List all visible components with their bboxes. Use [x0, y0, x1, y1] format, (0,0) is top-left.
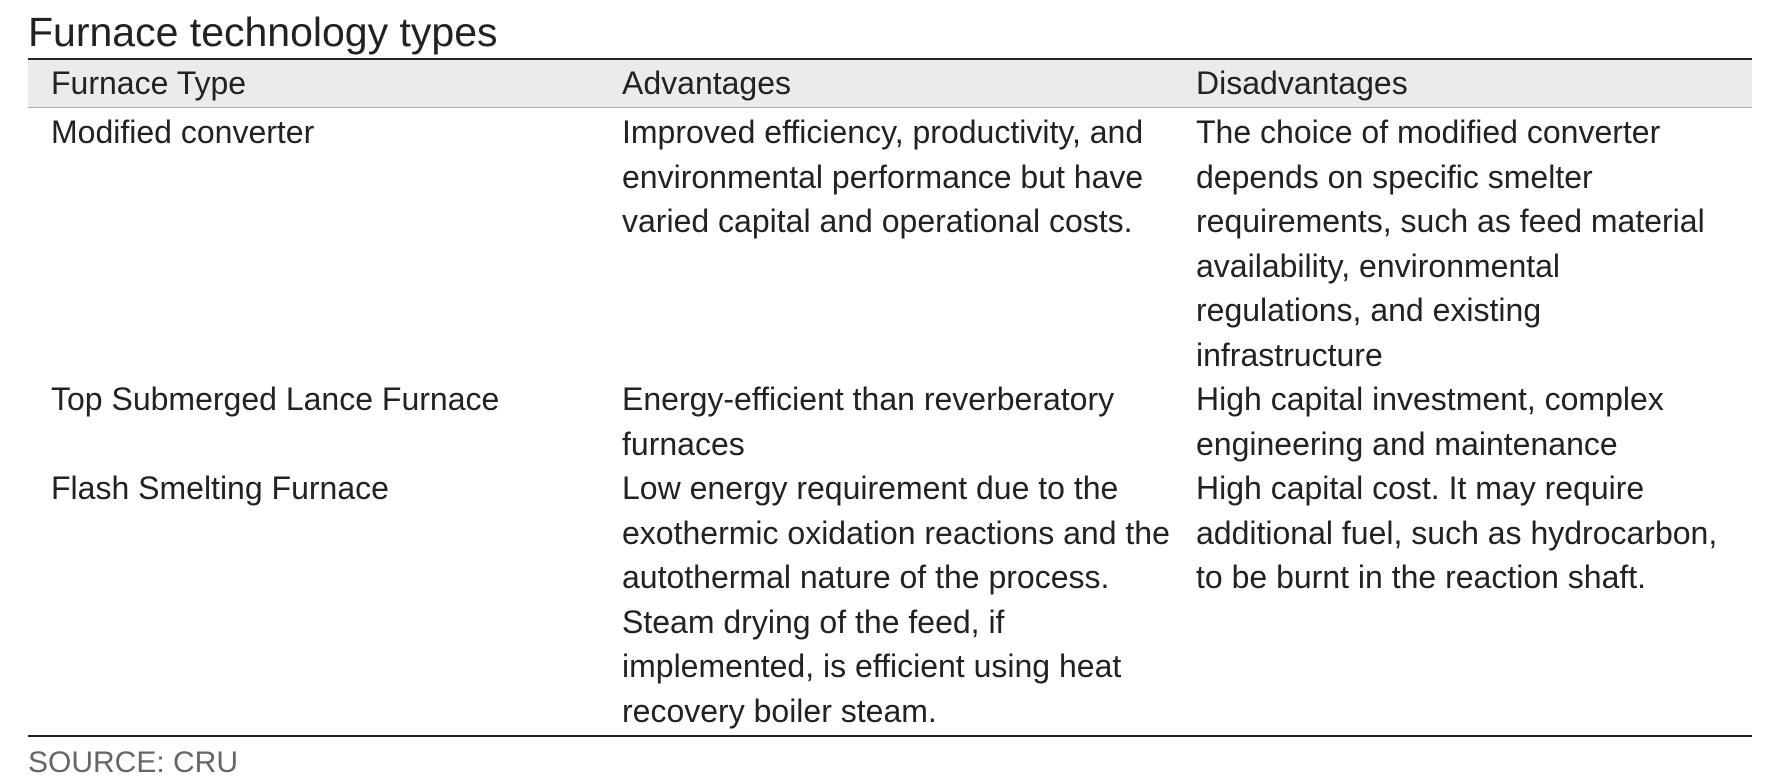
- column-header: Advantages: [599, 59, 1173, 108]
- title: Furnace technology types: [28, 9, 498, 55]
- column-header: Disadvantages: [1173, 59, 1752, 108]
- table-row: Flash Smelting Furnace Low energy require…: [28, 466, 1752, 736]
- table-cell: Energy-efficient than reverberatory furn…: [622, 381, 1115, 462]
- table: Furnace Type Advantages Disadvantages Mo…: [28, 58, 1752, 737]
- source-note: SOURCE: CRU: [28, 746, 239, 779]
- table-cell: The choice of modified converter depends…: [1196, 114, 1705, 373]
- table-cell: Top Submerged Lance Furnace: [51, 381, 500, 417]
- table-cell: Flash Smelting Furnace: [51, 470, 389, 506]
- column-header: Furnace Type: [28, 59, 599, 108]
- table-body: Modified converter Improved efficiency, p…: [28, 108, 1752, 737]
- table-cell: Modified converter: [51, 114, 315, 150]
- table-cell: Improved efficiency, productivity, and e…: [622, 114, 1144, 239]
- table-cell: Low energy requirement due to the exothe…: [622, 470, 1170, 729]
- table-cell: High capital investment, complex enginee…: [1196, 381, 1664, 462]
- header-row: Furnace Type Advantages Disadvantages: [28, 59, 1752, 108]
- table-cell: High capital cost. It may require additi…: [1196, 470, 1718, 595]
- table-row: Top Submerged Lance Furnace Energy-effici…: [28, 377, 1752, 466]
- table-row: Modified converter Improved efficiency, p…: [28, 108, 1752, 378]
